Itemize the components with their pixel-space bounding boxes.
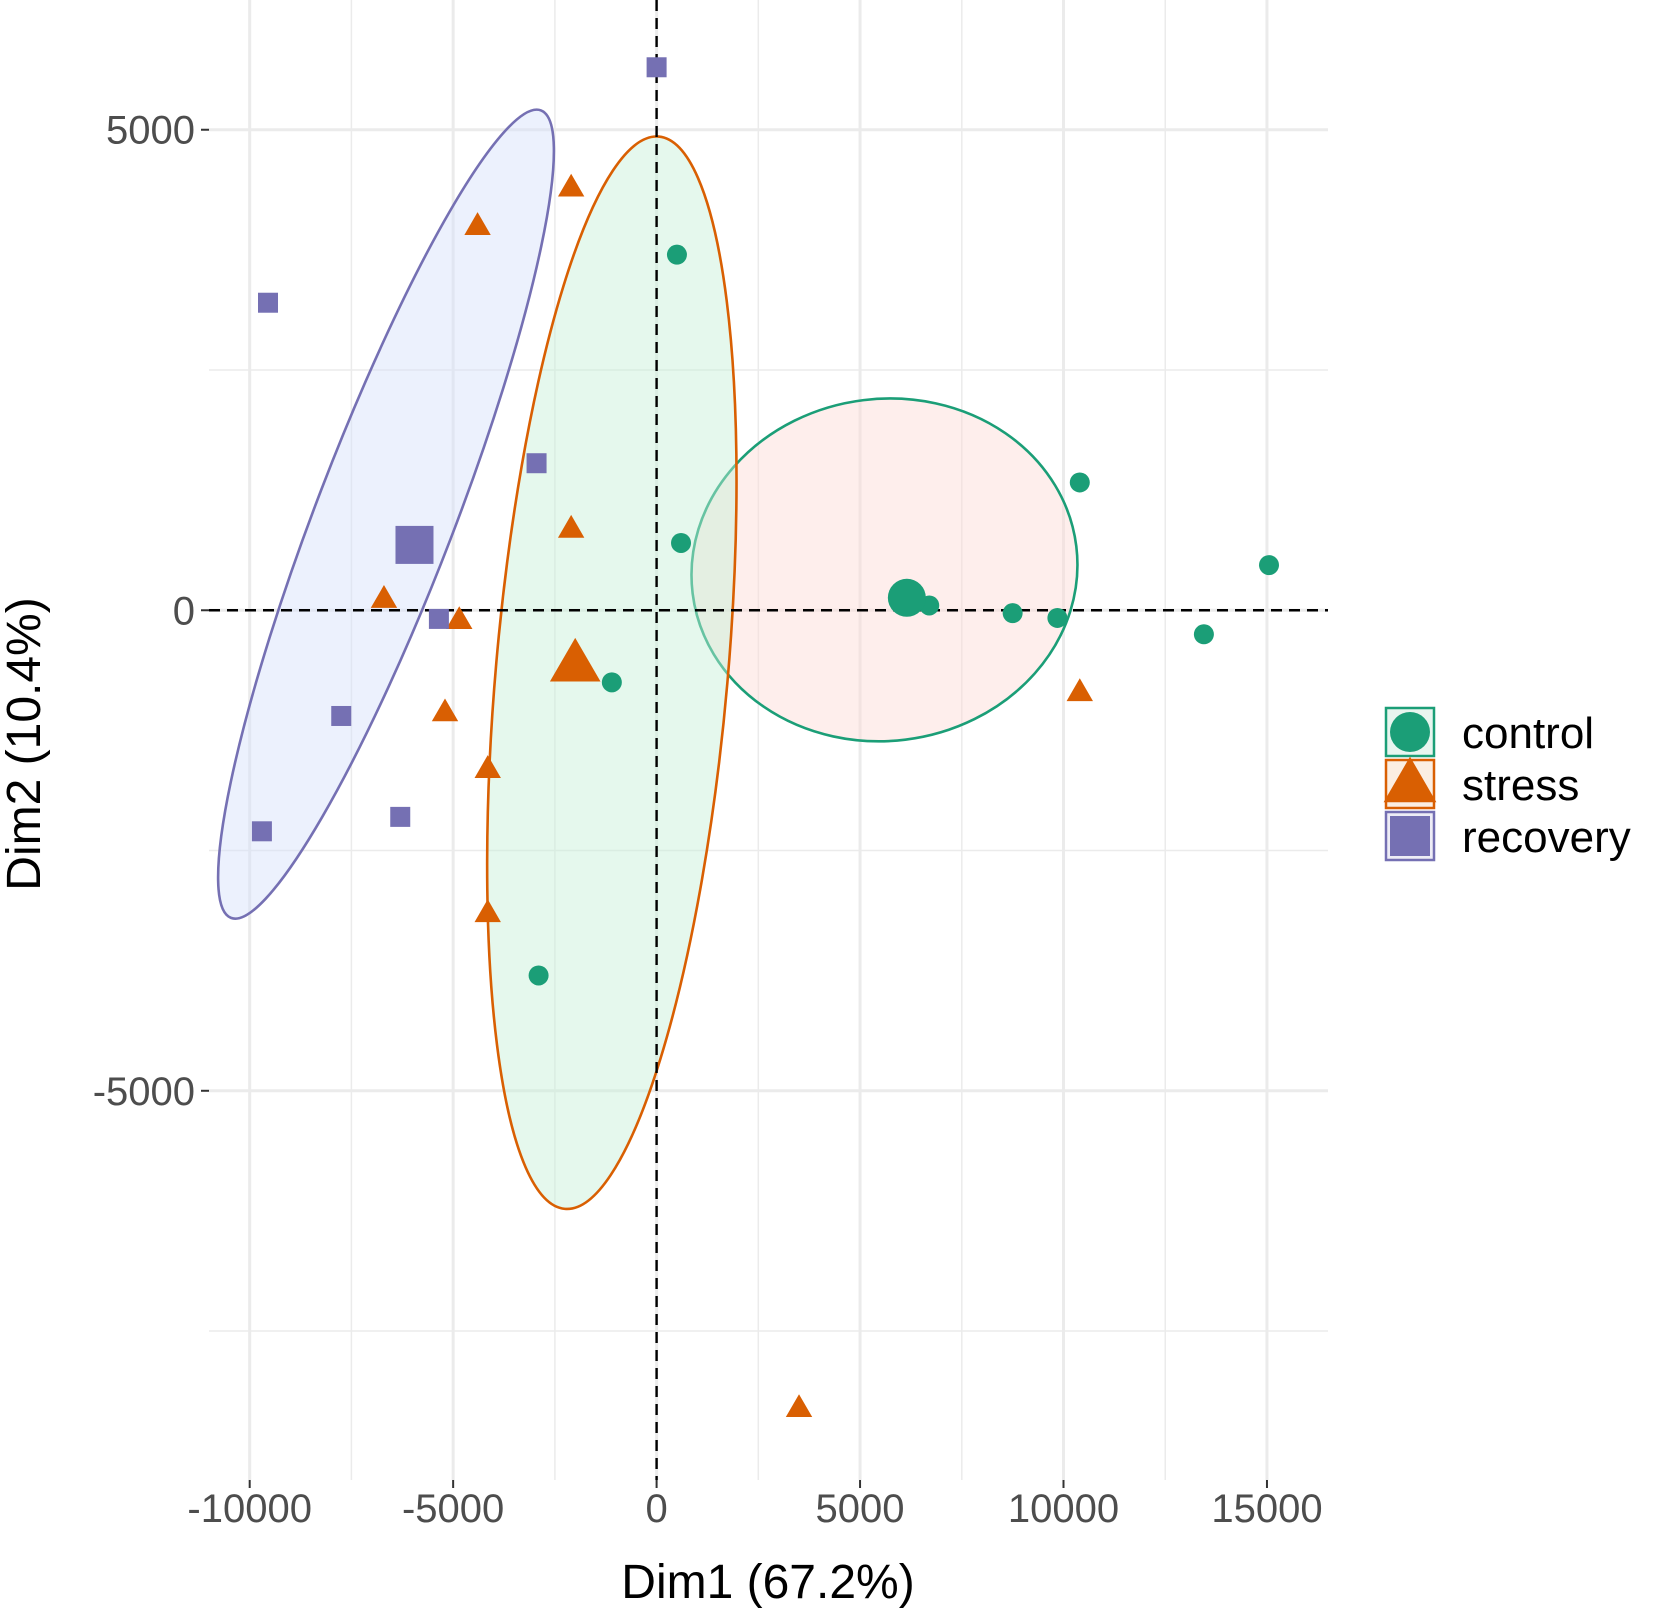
recovery-point bbox=[526, 453, 547, 474]
control-ellipse bbox=[690, 397, 1079, 743]
stress-point bbox=[446, 606, 473, 629]
stress-point bbox=[557, 514, 585, 538]
x-axis-title: Dim1 (67.2%) bbox=[621, 1556, 914, 1609]
y-axis-title: Dim2 (10.4%) bbox=[0, 597, 51, 890]
control-point bbox=[1047, 607, 1068, 628]
group-centroids bbox=[395, 525, 926, 682]
recovery-point bbox=[331, 705, 352, 726]
legend-label-stress: stress bbox=[1462, 761, 1579, 810]
stress-point bbox=[431, 698, 459, 722]
control-point bbox=[1258, 555, 1279, 576]
x-tick-label: -5000 bbox=[402, 1487, 504, 1531]
x-tick-label: 15000 bbox=[1211, 1487, 1322, 1531]
control-centroid bbox=[887, 578, 926, 617]
legend-symbol-recovery bbox=[1390, 816, 1430, 856]
y-tick-label: 5000 bbox=[106, 109, 195, 153]
control-point bbox=[601, 672, 622, 693]
x-tick-label: -10000 bbox=[187, 1487, 312, 1531]
axes: -10000 -5000 0 5000 10000 15000 -5000 0 5000 bbox=[93, 109, 1323, 1531]
y-tick-label: 0 bbox=[173, 589, 195, 633]
recovery-point bbox=[428, 608, 449, 629]
recovery-point bbox=[251, 821, 272, 842]
control-point bbox=[1193, 624, 1214, 645]
stress-point bbox=[1066, 678, 1093, 702]
control-point bbox=[671, 532, 692, 553]
stress-point bbox=[557, 173, 585, 197]
y-tick-label: -5000 bbox=[93, 1070, 195, 1114]
stress-point bbox=[474, 899, 501, 923]
control-point bbox=[1069, 472, 1090, 493]
recovery-centroid bbox=[395, 525, 434, 564]
stress-point bbox=[785, 1394, 813, 1418]
stress-point bbox=[370, 585, 398, 608]
control-point bbox=[1002, 603, 1023, 624]
recovery-ellipse bbox=[216, 108, 556, 920]
legend-symbol-control bbox=[1390, 712, 1430, 752]
stress-centroid bbox=[549, 637, 601, 682]
x-tick-label: 10000 bbox=[1008, 1487, 1119, 1531]
data-points bbox=[251, 57, 1279, 1418]
legend-label-control: control bbox=[1462, 709, 1594, 758]
x-tick-label: 5000 bbox=[816, 1487, 905, 1531]
recovery-point bbox=[646, 57, 667, 78]
stress-point bbox=[464, 212, 491, 235]
control-point bbox=[528, 965, 549, 986]
stress-point bbox=[474, 755, 501, 778]
reference-lines bbox=[209, 0, 1328, 1480]
x-tick-label: 0 bbox=[645, 1487, 667, 1531]
legend-symbol-stress bbox=[1383, 756, 1437, 803]
legend-label-recovery: recovery bbox=[1462, 813, 1631, 862]
control-point bbox=[666, 244, 687, 265]
recovery-point bbox=[258, 292, 279, 313]
recovery-point bbox=[390, 806, 411, 827]
